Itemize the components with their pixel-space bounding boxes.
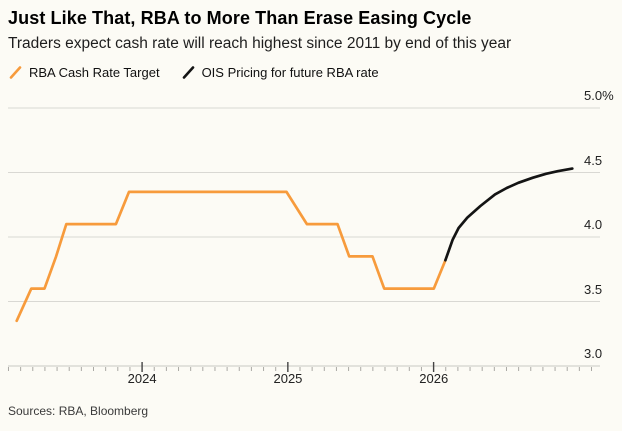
slash-icon [9, 65, 22, 79]
rba-cash-rate-line [15, 190, 447, 323]
chart-title: Just Like That, RBA to More Than Erase E… [8, 8, 472, 28]
legend-item-ois: OIS Pricing for future RBA rate [182, 65, 379, 80]
legend-item-rba: RBA Cash Rate Target [9, 65, 160, 80]
legend-label-ois: OIS Pricing for future RBA rate [201, 64, 379, 80]
series-lines [15, 167, 574, 323]
x-axis-label: 2025 [273, 371, 303, 386]
ois-pricing-line [444, 167, 574, 262]
x-axis-label: 2024 [127, 371, 157, 386]
y-axis-label: 3.0 [584, 346, 603, 361]
source-note: Sources: RBA, Bloomberg [8, 404, 149, 418]
chart-subtitle: Traders expect cash rate will reach high… [8, 35, 512, 52]
x-axis-label: 2026 [419, 371, 449, 386]
legend-label-rba: RBA Cash Rate Target [29, 64, 160, 80]
y-axis-label: 4.5 [584, 152, 603, 168]
x-axis-ticks [7, 362, 592, 372]
slash-icon [182, 65, 194, 79]
y-axis-label: 4.0 [584, 217, 603, 232]
gridlines [8, 107, 600, 367]
legend: RBA Cash Rate Target OIS Pricing for fut… [9, 62, 379, 82]
y-axis-label: 5.0% [584, 88, 614, 103]
y-axis-label: 3.5 [584, 281, 603, 297]
